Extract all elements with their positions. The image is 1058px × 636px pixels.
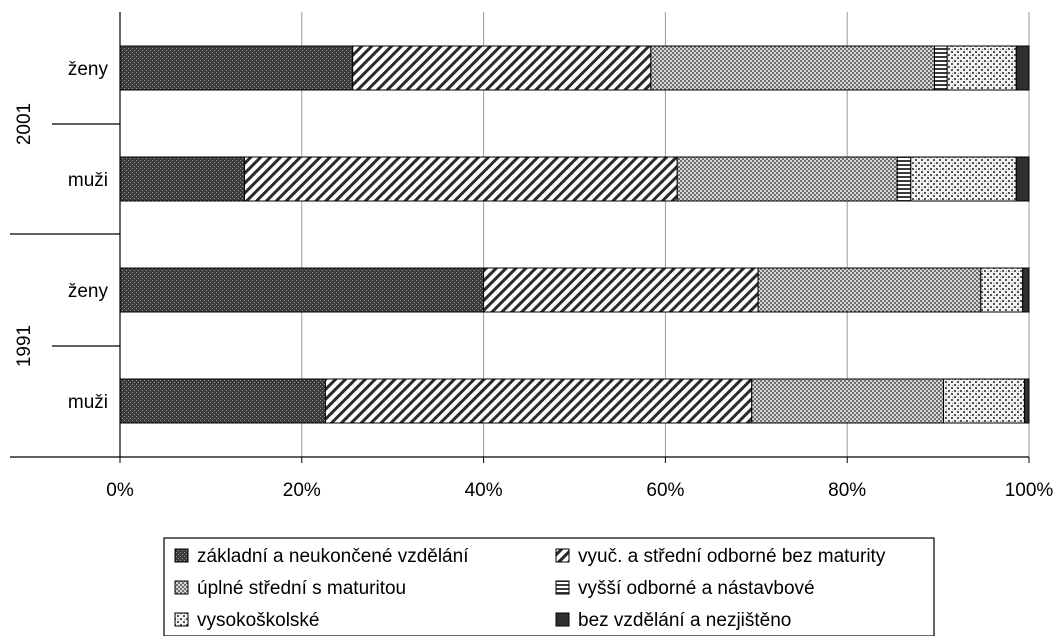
bar-segment [119,156,246,202]
bar-segment [650,45,935,91]
x-tick-label: 100% [1005,480,1054,501]
legend-label: úplné střední s maturitou [197,578,406,599]
bar-segment [119,378,326,424]
category-label: muži [68,392,108,413]
bar-segment [751,378,945,424]
group-label: 1991 [14,325,35,367]
legend-box [163,537,935,636]
legend-swatch [555,612,570,627]
legend-swatch [174,580,189,595]
bar-segment [896,156,912,202]
bar-segment [943,378,1025,424]
axis-labels: 0% 20% 40% 60% 80% 100% ženy muži ženy muži 2001 19… [14,59,1053,501]
bar-segment [352,45,652,91]
bar-segment [1015,156,1030,202]
bar-segment [244,156,678,202]
legend-swatch [174,612,189,627]
bar-segment [119,45,354,91]
group-label: 2001 [14,103,35,145]
x-tick-label: 0% [106,480,134,501]
legend-label: bez vzdělání a nezjištěno [578,610,791,631]
x-tick-label: 80% [828,480,866,501]
bars [119,45,1030,424]
legend: základní a neukončené vzdělání vyuč. a st… [163,537,935,636]
bar-segment [910,156,1017,202]
bar-segment [119,267,485,313]
legend-label: vysokoškolské [197,610,320,631]
legend-label: vyšší odborné a nástavbové [578,578,815,599]
category-label: ženy [68,281,109,302]
bar-segment [980,267,1024,313]
x-tick-label: 60% [646,480,684,501]
category-label: muži [68,170,108,191]
bar-segment [483,267,759,313]
bar-segment [324,378,753,424]
axes [10,12,1030,463]
legend-swatch [555,548,570,563]
bar-segment [757,267,982,313]
bar-segment [1023,378,1030,424]
bar-segment [1022,267,1030,313]
bar-segment [676,156,898,202]
bar-segment [1015,45,1030,91]
bar-segment [946,45,1017,91]
category-label: ženy [68,59,109,80]
bar-segment [933,45,948,91]
legend-swatch [555,580,570,595]
x-tick-label: 40% [465,480,503,501]
legend-label: vyuč. a střední odborné bez maturity [578,546,886,567]
legend-label: základní a neukončené vzdělání [197,546,469,567]
legend-swatch [174,548,189,563]
x-tick-label: 20% [283,480,321,501]
